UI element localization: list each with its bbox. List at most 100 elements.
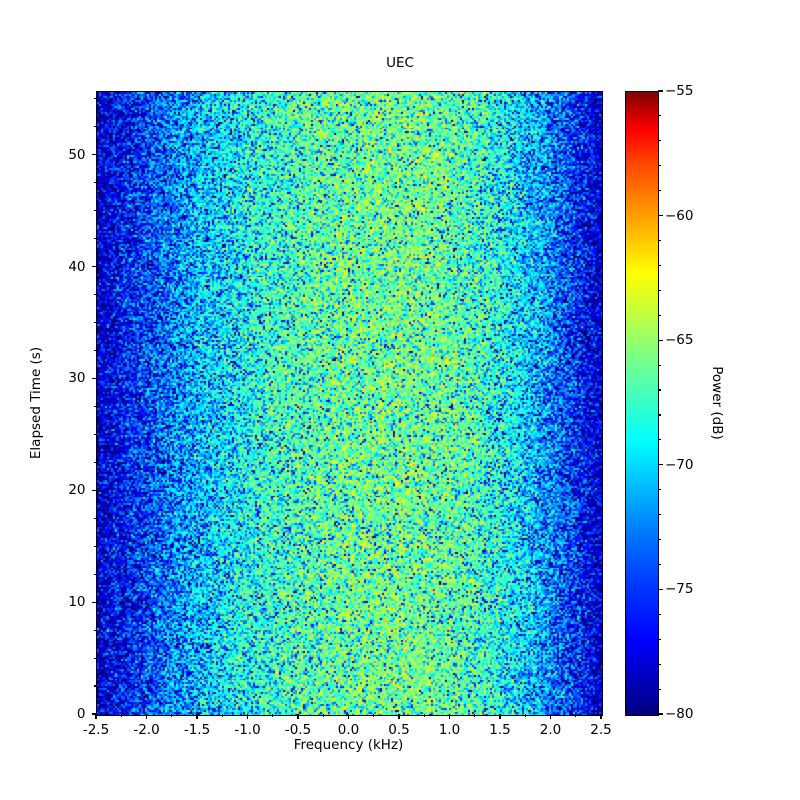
colorbar-tick (658, 339, 663, 341)
y-tick-minor (93, 461, 96, 463)
colorbar-tick (658, 90, 663, 92)
x-tick-major (600, 714, 602, 719)
spectrogram-heatmap[interactable] (97, 92, 602, 715)
x-axis-label: Frequency (kHz) (293, 737, 404, 753)
colorbar-tick-minor (658, 414, 661, 416)
x-tick-major (448, 714, 451, 719)
colorbar-tick-minor (658, 563, 661, 566)
x-tick-minor (171, 714, 173, 717)
y-tick-minor (93, 629, 96, 631)
y-tick-minor (93, 573, 96, 575)
y-tick-major (91, 377, 96, 379)
x-tick-major (499, 714, 501, 719)
x-tick-label: 1.0 (438, 722, 461, 738)
colorbar-tick-minor (658, 489, 661, 491)
colorbar-tick-minor (658, 364, 661, 366)
colorbar-tick-label: −60 (665, 207, 694, 224)
colorbar-tick-minor (658, 264, 661, 266)
y-tick-minor (93, 294, 96, 296)
x-tick-label: -1.5 (183, 722, 211, 738)
title-station: UEC (386, 55, 414, 71)
y-tick-label: 50 (68, 146, 86, 163)
colorbar-tick-label: −75 (665, 581, 694, 598)
x-tick-major (297, 714, 299, 719)
x-tick-label: -2.0 (133, 722, 160, 738)
colorbar-gradient[interactable] (625, 91, 659, 716)
x-tick-label: 2.5 (590, 722, 612, 738)
y-tick-major (91, 154, 96, 156)
colorbar-tick-label: −65 (665, 332, 694, 349)
x-tick-label: 0.0 (337, 722, 360, 738)
x-tick-label: 2.0 (539, 722, 562, 738)
y-tick-label: 30 (68, 370, 86, 387)
colorbar-tick-minor (658, 165, 661, 167)
x-tick-label: 0.5 (388, 722, 410, 738)
colorbar-label: Power (dB) (709, 365, 725, 440)
y-tick-minor (93, 321, 96, 324)
x-tick-major (549, 714, 552, 719)
colorbar-tick-minor (658, 190, 661, 192)
y-tick-major (91, 713, 96, 715)
x-tick-minor (322, 714, 324, 717)
x-tick-minor (120, 714, 122, 717)
spectrogram-axes[interactable] (96, 91, 603, 716)
y-tick-minor (93, 182, 96, 184)
colorbar-tick-label: −55 (665, 83, 694, 99)
x-tick-major (95, 714, 97, 719)
y-tick-label: 40 (68, 258, 86, 275)
colorbar-tick-minor (658, 140, 661, 142)
x-tick-label: 1.5 (489, 722, 511, 738)
colorbar-tick-minor (658, 638, 661, 640)
colorbar-tick (658, 713, 663, 715)
y-tick-label: 0 (76, 706, 86, 722)
x-tick-minor (221, 714, 223, 717)
colorbar-tick-minor (658, 688, 661, 690)
x-tick-minor (524, 714, 526, 717)
y-tick-minor (93, 98, 96, 100)
colorbar-tick (658, 464, 663, 466)
colorbar-group[interactable] (625, 91, 659, 716)
y-tick-minor (93, 657, 96, 659)
colorbar-tick-label: −80 (665, 706, 694, 722)
x-tick-label: -0.5 (284, 722, 312, 738)
colorbar-tick (658, 215, 663, 217)
x-tick-minor (373, 714, 375, 717)
y-tick-major (91, 601, 96, 603)
colorbar-tick-minor (658, 314, 661, 316)
x-tick-minor (423, 714, 425, 717)
colorbar-tick-minor (658, 115, 661, 117)
y-tick-minor (93, 433, 96, 435)
y-tick-minor (93, 685, 96, 687)
y-tick-minor (93, 210, 96, 212)
x-tick-minor (575, 714, 577, 717)
colorbar-tick (658, 588, 663, 590)
colorbar-tick-minor (658, 289, 661, 291)
x-tick-major (347, 714, 350, 719)
x-tick-minor (272, 714, 274, 717)
y-tick-minor (93, 238, 96, 240)
y-tick-minor (93, 517, 96, 519)
y-tick-minor (93, 126, 96, 128)
y-tick-label: 10 (68, 594, 86, 611)
colorbar-tick-minor (658, 663, 661, 665)
y-tick-minor (93, 545, 96, 547)
colorbar-tick-label: −70 (665, 456, 694, 473)
y-tick-label: 20 (68, 482, 86, 499)
x-tick-major (246, 714, 249, 719)
colorbar-tick-minor (658, 239, 661, 242)
x-tick-major (398, 714, 400, 719)
x-tick-major (196, 714, 198, 719)
y-tick-major (91, 266, 96, 268)
x-tick-label: -2.5 (82, 722, 110, 738)
y-tick-minor (93, 405, 96, 407)
y-tick-major (91, 489, 96, 491)
x-tick-label: -1.0 (234, 722, 261, 738)
y-tick-minor (93, 349, 96, 352)
y-axis-label: Elapsed Time (s) (28, 346, 44, 459)
x-tick-minor (474, 714, 476, 717)
colorbar-tick-minor (658, 539, 661, 541)
colorbar-tick-minor (658, 439, 661, 441)
colorbar-tick-minor (658, 613, 661, 615)
x-tick-major (145, 714, 148, 719)
